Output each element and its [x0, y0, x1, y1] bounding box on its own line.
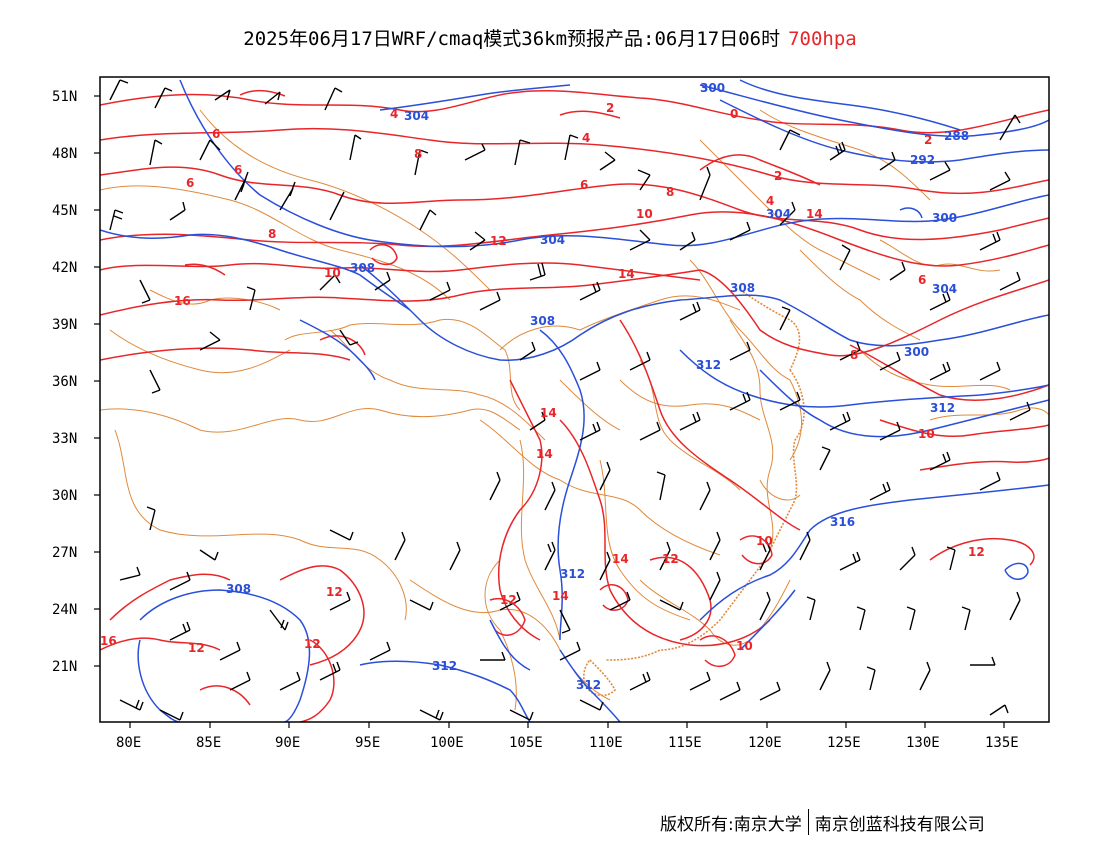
- temp-label: 4: [766, 194, 774, 208]
- temp-label: 6: [186, 176, 194, 190]
- temp-label: 14: [540, 406, 557, 420]
- temp-label: 6: [234, 163, 242, 177]
- temp-label: 6: [918, 273, 926, 287]
- lon-label: 125E: [827, 735, 861, 751]
- lon-label: 80E: [116, 735, 141, 751]
- temp-label: 4: [582, 131, 590, 145]
- lon-label: 100E: [430, 735, 464, 751]
- temp-label: 8: [268, 227, 276, 241]
- map-title: 2025年06月17日WRF/cmaq模式36km预报产品:06月17日06时 7…: [0, 24, 1100, 51]
- wind-barbs: [109, 79, 1031, 721]
- temp-label: 14: [618, 267, 635, 281]
- lon-label: 110E: [589, 735, 623, 751]
- temp-label: 6: [212, 127, 220, 141]
- height-label: 312: [576, 678, 601, 692]
- temp-label: 2: [606, 101, 614, 115]
- height-label: 304: [766, 207, 791, 221]
- temp-label: 12: [304, 637, 321, 651]
- temp-label: 12: [662, 552, 679, 566]
- height-label: 308: [730, 281, 755, 295]
- boundaries-layer: [100, 109, 1049, 711]
- lon-label: 105E: [509, 735, 543, 751]
- copyright-owner: 版权所有:南京大学: [660, 814, 802, 835]
- lat-label: 27N: [52, 545, 77, 561]
- temp-label: 2: [924, 133, 932, 147]
- height-label: 292: [910, 153, 935, 167]
- lon-label: 95E: [355, 735, 380, 751]
- lon-label: 115E: [668, 735, 702, 751]
- height-label: 304: [932, 282, 957, 296]
- temp-label: 12: [968, 545, 985, 559]
- lat-label: 45N: [52, 203, 77, 219]
- latitude-labels: 51N 48N 45N 42N 39N 36N 33N 30N 27N 24N …: [52, 89, 77, 675]
- height-label: 308: [530, 314, 555, 328]
- lon-label: 85E: [196, 735, 221, 751]
- height-label: 312: [560, 567, 585, 581]
- temp-label: 10: [636, 207, 653, 221]
- temp-label: 14: [552, 589, 569, 603]
- lat-label: 48N: [52, 146, 77, 162]
- copyright-footer: 版权所有:南京大学 南京创蓝科技有限公司: [660, 809, 985, 835]
- temp-label: 16: [100, 634, 117, 648]
- temp-label: 14: [612, 552, 629, 566]
- lat-label: 33N: [52, 431, 77, 447]
- lat-label: 30N: [52, 488, 77, 504]
- temperature-labels: 0 2 4 6 8 10 12 14 16 8 6 4 2 10 12 14 6…: [100, 101, 985, 655]
- height-label: 312: [432, 659, 457, 673]
- temp-label: 8: [850, 348, 858, 362]
- temp-label: 12: [188, 641, 205, 655]
- temp-label: 14: [806, 207, 823, 221]
- longitude-labels: 80E 85E 90E 95E 100E 105E 110E 115E 120E…: [116, 735, 1019, 751]
- temp-label: 4: [390, 107, 398, 121]
- height-label: 312: [696, 358, 721, 372]
- title-main: 2025年06月17日WRF/cmaq模式36km预报产品:06月17日06时: [243, 28, 781, 50]
- temp-label: 10: [736, 639, 753, 653]
- height-label: 308: [350, 261, 375, 275]
- height-label: 312: [930, 401, 955, 415]
- coastline: [583, 289, 805, 697]
- lon-label: 90E: [275, 735, 300, 751]
- copyright-company: 南京创蓝科技有限公司: [814, 814, 985, 835]
- plot-frame: [99, 76, 1050, 723]
- temp-label: 12: [490, 234, 507, 248]
- footer-divider: [807, 809, 809, 835]
- title-level: 700hpa: [788, 28, 857, 50]
- temp-label: 10: [918, 427, 935, 441]
- temp-label: 10: [324, 266, 341, 280]
- temp-label: 12: [500, 593, 517, 607]
- temp-label: 8: [666, 185, 674, 199]
- lon-label: 120E: [748, 735, 782, 751]
- temp-label: 10: [756, 534, 773, 548]
- lat-label: 51N: [52, 89, 77, 105]
- lat-label: 39N: [52, 317, 77, 333]
- tick-marks: [94, 95, 1005, 728]
- height-contours: [100, 79, 1049, 722]
- height-label: 308: [226, 582, 251, 596]
- temp-label: 16: [174, 294, 191, 308]
- temp-label: 0: [730, 107, 738, 121]
- height-labels: 300 304 288 292 300 304 308 308 308 312 …: [226, 81, 969, 692]
- lat-label: 24N: [52, 602, 77, 618]
- height-label: 316: [830, 515, 855, 529]
- height-label: 300: [904, 345, 929, 359]
- height-label: 300: [700, 81, 725, 95]
- temp-label: 2: [774, 169, 782, 183]
- height-label: 304: [540, 233, 565, 247]
- lon-label: 135E: [985, 735, 1019, 751]
- height-label: 300: [932, 211, 957, 225]
- lon-label: 130E: [906, 735, 940, 751]
- temp-label: 12: [326, 585, 343, 599]
- height-label: 304: [404, 109, 429, 123]
- temp-label: 14: [536, 447, 553, 461]
- lat-label: 21N: [52, 659, 77, 675]
- temp-label: 6: [580, 178, 588, 192]
- lat-label: 42N: [52, 260, 77, 276]
- height-label: 288: [944, 129, 969, 143]
- temp-label: 8: [414, 147, 422, 161]
- lat-label: 36N: [52, 374, 77, 390]
